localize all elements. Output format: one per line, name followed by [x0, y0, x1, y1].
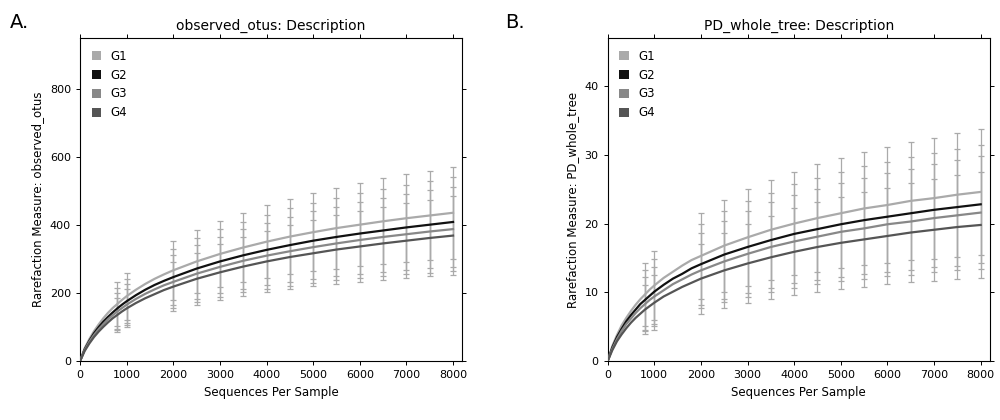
Y-axis label: Rarefaction Measure: PD_whole_tree: Rarefaction Measure: PD_whole_tree [566, 92, 579, 307]
Text: A.: A. [10, 13, 29, 32]
Legend: G1, G2, G3, G4: G1, G2, G3, G4 [86, 44, 133, 125]
Text: B.: B. [505, 13, 525, 32]
X-axis label: Sequences Per Sample: Sequences Per Sample [731, 386, 866, 399]
Legend: G1, G2, G3, G4: G1, G2, G3, G4 [614, 44, 661, 125]
X-axis label: Sequences Per Sample: Sequences Per Sample [204, 386, 339, 399]
Y-axis label: Rarefaction Measure: observed_otus: Rarefaction Measure: observed_otus [31, 92, 44, 307]
Title: PD_whole_tree: Description: PD_whole_tree: Description [704, 18, 894, 33]
Title: observed_otus: Description: observed_otus: Description [176, 18, 366, 33]
